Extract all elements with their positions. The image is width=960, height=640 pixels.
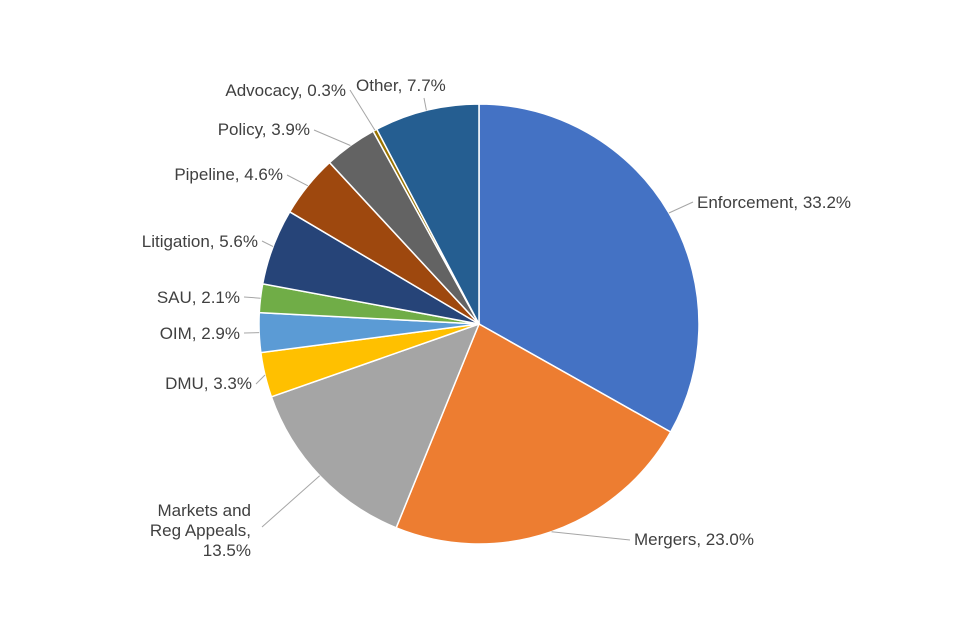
leader-line-other — [423, 97, 427, 111]
pie-slices — [258, 103, 700, 545]
leader-lines — [243, 89, 694, 541]
leader-line-markets-and-reg-appeals — [261, 475, 321, 528]
data-label-litigation: Litigation, 5.6% — [142, 232, 258, 251]
data-label-oim: OIM, 2.9% — [160, 324, 240, 343]
data-label-other: Other, 7.7% — [356, 76, 446, 95]
leader-line-advocacy — [349, 89, 376, 131]
leader-line-enforcement — [668, 201, 694, 214]
data-label-sau: SAU, 2.1% — [157, 288, 240, 307]
data-label-enforcement: Enforcement, 33.2% — [697, 193, 851, 212]
data-label-mergers: Mergers, 23.0% — [634, 530, 754, 549]
leader-line-sau — [243, 296, 261, 299]
data-label-advocacy: Advocacy, 0.3% — [225, 81, 346, 100]
data-label-markets-and-reg-appeals: Markets and Reg Appeals, 13.5% — [150, 501, 251, 560]
data-labels: Enforcement, 33.2% Mergers, 23.0% Markets … — [142, 76, 851, 560]
leader-line-policy — [313, 129, 351, 146]
data-label-policy: Policy, 3.9% — [218, 120, 310, 139]
leader-line-litigation — [261, 240, 274, 248]
data-label-dmu: DMU, 3.3% — [165, 374, 252, 393]
pie-slice-other — [375, 103, 480, 325]
data-label-pipeline: Pipeline, 4.6% — [174, 165, 283, 184]
leader-line-dmu — [255, 374, 266, 385]
leader-line-mergers — [551, 531, 631, 541]
leader-line-pipeline — [286, 174, 309, 187]
